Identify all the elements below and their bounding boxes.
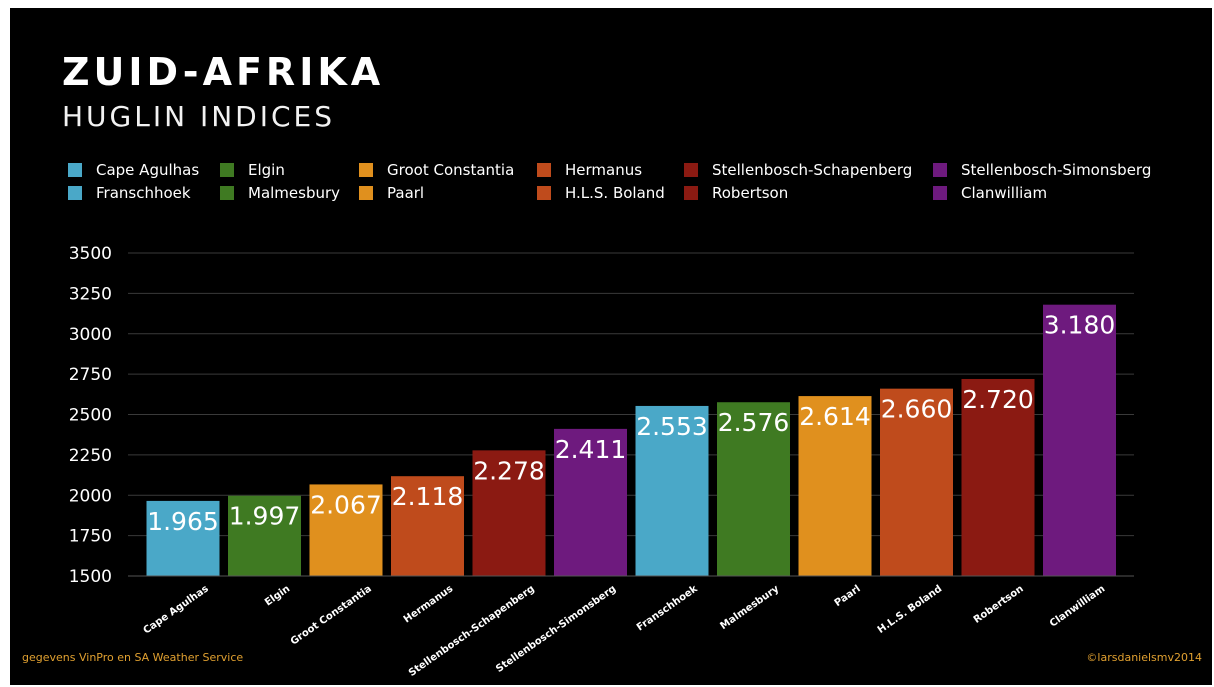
bar — [880, 388, 953, 576]
credit-note: ©larsdanielsmv2014 — [1086, 651, 1202, 664]
legend-label: Hermanus — [565, 161, 643, 179]
legend-label: Franschhoek — [96, 184, 191, 202]
data-label: 2.118 — [392, 482, 464, 511]
x-tick-label: Clanwilliam — [1048, 583, 1107, 629]
x-tick-label: Paarl — [833, 583, 863, 609]
bar — [717, 402, 790, 576]
bar — [472, 450, 546, 576]
bar — [961, 378, 1035, 576]
bar — [1043, 304, 1116, 576]
y-tick-label: 1500 — [69, 567, 112, 587]
legend-item: Groot Constantia — [359, 161, 514, 179]
data-label: 2.720 — [962, 385, 1034, 414]
legend-item: Hermanus — [537, 161, 642, 179]
x-tick-label: Stellenbosch-Schapenberg — [407, 583, 537, 679]
data-label: 2.278 — [473, 456, 545, 485]
data-label: 2.576 — [718, 408, 790, 437]
legend-label: Robertson — [712, 184, 789, 202]
legend-label: Cape Agulhas — [96, 161, 200, 179]
legend-item: Paarl — [359, 184, 424, 202]
legend-swatch — [359, 186, 373, 200]
y-tick-label: 3250 — [69, 284, 112, 304]
legend-swatch — [684, 163, 698, 177]
legend-swatch — [68, 163, 82, 177]
x-tick-label: Robertson — [972, 583, 1026, 625]
legend-swatch — [220, 163, 234, 177]
data-label: 2.067 — [310, 490, 382, 519]
bar — [554, 428, 627, 576]
legend-swatch — [68, 186, 82, 200]
legend-swatch — [359, 163, 373, 177]
legend-label: Elgin — [248, 161, 285, 179]
legend-label: Stellenbosch-Simonsberg — [961, 161, 1152, 179]
legend-label: Stellenbosch-Schapenberg — [712, 161, 913, 179]
x-tick-label: H.L.S. Boland — [876, 583, 944, 635]
legend-swatch — [537, 163, 551, 177]
legend-label: Paarl — [387, 184, 425, 202]
legend-swatch — [220, 186, 234, 200]
y-tick-label: 1750 — [69, 527, 112, 547]
bar — [391, 476, 464, 576]
legend-item: H.L.S. Boland — [537, 184, 665, 202]
bar — [228, 495, 301, 576]
data-label: 2.553 — [636, 412, 708, 441]
x-tick-label: Groot Constantia — [289, 583, 374, 647]
bar — [309, 484, 383, 576]
x-tick-label: Hermanus — [402, 583, 455, 625]
legend-item: Elgin — [220, 161, 285, 179]
y-tick-label: 2750 — [69, 365, 112, 385]
chart-subtitle: HUGLIN INDICES — [62, 100, 335, 133]
data-label: 2.660 — [881, 395, 953, 424]
legend-item: Stellenbosch-Schapenberg — [684, 161, 912, 179]
legend-item: Stellenbosch-Simonsberg — [933, 161, 1151, 179]
x-tick-label: Franschhoek — [635, 583, 700, 633]
data-label: 1.997 — [229, 502, 301, 531]
data-label: 2.614 — [799, 402, 871, 431]
chart-title: ZUID-AFRIKA — [62, 50, 385, 94]
x-tick-label: Malmesbury — [718, 583, 781, 632]
data-label: 2.411 — [555, 435, 627, 464]
legend-swatch — [537, 186, 551, 200]
legend-item: Cape Agulhas — [68, 161, 199, 179]
x-tick-label: Elgin — [263, 583, 292, 608]
legend-label: H.L.S. Boland — [565, 184, 665, 202]
legend-swatch — [933, 186, 947, 200]
bar — [798, 396, 872, 576]
legend-item: Malmesbury — [220, 184, 340, 202]
y-tick-label: 2000 — [69, 486, 112, 506]
y-tick-label: 3500 — [69, 244, 112, 264]
source-note: gegevens VinPro en SA Weather Service — [22, 651, 244, 664]
legend-swatch — [684, 186, 698, 200]
bar — [635, 405, 709, 576]
legend-label: Malmesbury — [248, 184, 341, 202]
legend-item: Clanwilliam — [933, 184, 1047, 202]
y-tick-label: 2250 — [69, 446, 112, 466]
data-label: 3.180 — [1044, 311, 1116, 340]
x-tick-label: Cape Agulhas — [142, 583, 211, 636]
y-tick-label: 3000 — [69, 325, 112, 345]
legend-item: Franschhoek — [68, 184, 191, 202]
y-tick-label: 2500 — [69, 406, 112, 426]
legend-label: Clanwilliam — [961, 184, 1048, 202]
legend-label: Groot Constantia — [387, 161, 515, 179]
legend-swatch — [933, 163, 947, 177]
bar — [146, 500, 220, 576]
data-label: 1.965 — [147, 507, 219, 536]
legend-item: Robertson — [684, 184, 788, 202]
